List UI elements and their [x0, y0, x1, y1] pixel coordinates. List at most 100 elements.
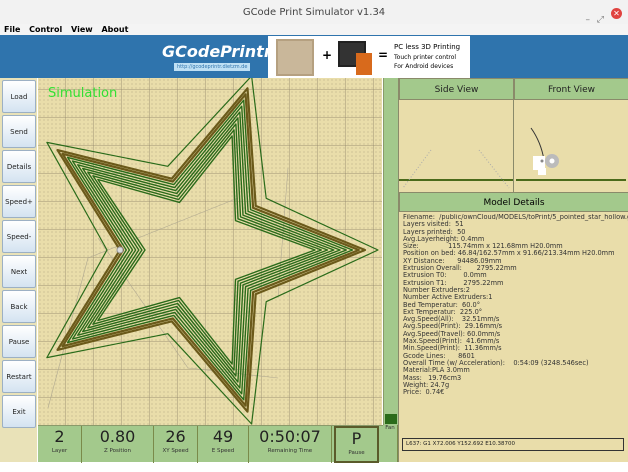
- minimize-button[interactable]: –: [585, 15, 591, 25]
- perimeter-path: [66, 99, 354, 401]
- detail-line: Avg.Speed(Travel): 60.0mm/s: [403, 329, 501, 338]
- side-view: [399, 100, 514, 192]
- detail-line: Avg.Layerheight: 0.4mm: [403, 234, 485, 243]
- detail-line: Min.Speed(Print): 11.36mm/s: [403, 344, 502, 353]
- detail-line: Size: 115.74mm x 121.68mm H20.0mm: [403, 242, 563, 251]
- z-position-value: 0.80: [99, 427, 136, 446]
- detail-line: Extrusion Overall: 2795.22mm: [403, 264, 517, 273]
- side-view-header: Side View: [399, 78, 514, 100]
- perimeter-path: [97, 135, 316, 365]
- detail-line: Gcode Lines: 8601: [403, 351, 475, 360]
- banner-url[interactable]: http://gcodeprintr.dietzm.de: [174, 63, 251, 71]
- detail-line: Ext Temperatur: 225.0°: [403, 307, 483, 316]
- detail-line: Weight: 24.7g: [403, 380, 450, 389]
- next-button[interactable]: Next: [2, 255, 36, 288]
- window-title: GCode Print Simulator v1.34: [242, 7, 386, 18]
- simulation-canvas[interactable]: Simulation: [38, 78, 382, 425]
- detail-line: Material:PLA 3.0mm: [403, 366, 470, 375]
- toolpath-drawing: [46, 78, 379, 425]
- load-button[interactable]: Load: [2, 80, 36, 113]
- equals-sign: =: [378, 48, 389, 62]
- printer-image: [276, 39, 314, 76]
- layer-progress-bar[interactable]: [383, 78, 398, 462]
- detail-line: Position on bed: 46.84/162.57mm x 91.66/…: [403, 249, 615, 258]
- fan-label: Fan: [385, 425, 395, 431]
- e-speed-cell: 49 E Speed: [198, 426, 249, 463]
- simulation-label: Simulation: [48, 86, 118, 101]
- ad-banner[interactable]: GCodePrintr http://gcodeprintr.dietzm.de…: [0, 35, 628, 78]
- layer-label: Layer: [51, 448, 68, 454]
- skirt-path: [46, 78, 379, 425]
- layer-cell: 2 Layer: [38, 426, 82, 463]
- z-position-label: Z Position: [104, 448, 131, 454]
- detail-line: Avg.Speed(All): 32.51mm/s: [403, 315, 500, 324]
- details-button[interactable]: Details: [2, 150, 36, 183]
- banner-logo: GCodePrintr: [162, 42, 272, 61]
- maximize-button[interactable]: ⤢: [596, 15, 604, 25]
- e-speed-value: 49: [212, 427, 234, 446]
- menu-bar: File Control View About: [0, 24, 628, 35]
- layer-value: 2: [54, 427, 65, 446]
- banner-line3: For Android devices: [394, 63, 454, 70]
- detail-line: Layers printed: 50: [403, 227, 466, 236]
- menu-view[interactable]: View: [71, 25, 93, 34]
- detail-line: Extrusion T0: 0.0mm: [403, 271, 487, 280]
- perimeter-path: [71, 105, 347, 395]
- front-view: [514, 100, 628, 192]
- button-column: Load Send Details Speed+ Speed- Next Bac…: [0, 78, 37, 462]
- nozzle-icon: [116, 246, 124, 254]
- e-speed-label: E Speed: [211, 448, 235, 454]
- model-details-header: Model Details: [399, 192, 628, 212]
- banner-line2: Touch printer control: [394, 54, 457, 61]
- pause-toggle[interactable]: P Pause: [334, 426, 379, 463]
- restart-button[interactable]: Restart: [2, 360, 36, 393]
- exit-button[interactable]: Exit: [2, 395, 36, 428]
- title-bar: GCode Print Simulator v1.34 – ⤢ ✕: [0, 0, 628, 25]
- detail-line: Price: 0.74€: [403, 388, 445, 397]
- send-button[interactable]: Send: [2, 115, 36, 148]
- z-position-cell: 0.80 Z Position: [82, 426, 154, 463]
- detail-line: Overall Time (w/ Acceleration): 0:54:09 …: [403, 358, 589, 367]
- detail-line: Number Extruders:2: [403, 285, 470, 294]
- plus-sign: +: [322, 48, 333, 62]
- detail-line: Max.Speed(Print): 41.6mm/s: [403, 337, 500, 346]
- pause-label: Pause: [348, 450, 365, 456]
- remaining-time-cell: 0:50:07 Remaining Time: [249, 426, 332, 463]
- xy-speed-label: XY Speed: [162, 448, 189, 454]
- detail-line: Avg.Speed(Print): 29.16mm/s: [403, 322, 503, 331]
- pause-value: P: [351, 429, 362, 448]
- detail-line: Bed Temperatur: 60.0°: [403, 300, 480, 309]
- travel-move: [97, 237, 189, 369]
- banner-line1: PC less 3D Printing: [394, 43, 461, 51]
- pause-button[interactable]: Pause: [2, 325, 36, 358]
- detail-line: Filename: /public/ownCloud/MODELS/toPrin…: [403, 214, 628, 221]
- xy-speed-cell: 26 XY Speed: [154, 426, 198, 463]
- remaining-time-label: Remaining Time: [267, 448, 313, 454]
- detail-line: Extrusion T1: 2795.22mm: [403, 278, 504, 287]
- close-button[interactable]: ✕: [611, 8, 622, 19]
- back-button[interactable]: Back: [2, 290, 36, 323]
- status-bar: 2 Layer 0.80 Z Position 26 XY Speed 49 E Spe…: [38, 425, 383, 463]
- perimeter-path: [77, 111, 341, 389]
- model-details-text: Filename: /public/ownCloud/MODELS/toPrin…: [403, 214, 628, 396]
- xy-speed-value: 26: [165, 427, 186, 446]
- phone-image: [356, 53, 372, 75]
- front-view-header: Front View: [514, 78, 628, 100]
- remaining-time-value: 0:50:07: [259, 427, 321, 446]
- menu-control[interactable]: Control: [29, 25, 63, 34]
- detail-line: XY Distance: 94486.09mm: [403, 256, 502, 265]
- travel-move: [87, 197, 239, 259]
- detail-line: Number Active Extruders:1: [403, 293, 493, 302]
- speed-up-button[interactable]: Speed+: [2, 185, 36, 218]
- perimeter-path: [82, 117, 335, 383]
- detail-line: Mass: 19.76cm3: [403, 373, 462, 382]
- speed-down-button[interactable]: Speed-: [2, 220, 36, 253]
- layer-progress-fill: [385, 414, 397, 424]
- perimeter-path: [87, 123, 329, 377]
- menu-file[interactable]: File: [4, 25, 21, 34]
- right-panel: Side View Front View Model Details Filen…: [398, 78, 628, 462]
- fan-cell: Fan: [383, 425, 398, 462]
- perimeter-path: [92, 129, 322, 371]
- detail-line: Layers visited: 51: [403, 220, 464, 229]
- menu-about[interactable]: About: [101, 25, 129, 34]
